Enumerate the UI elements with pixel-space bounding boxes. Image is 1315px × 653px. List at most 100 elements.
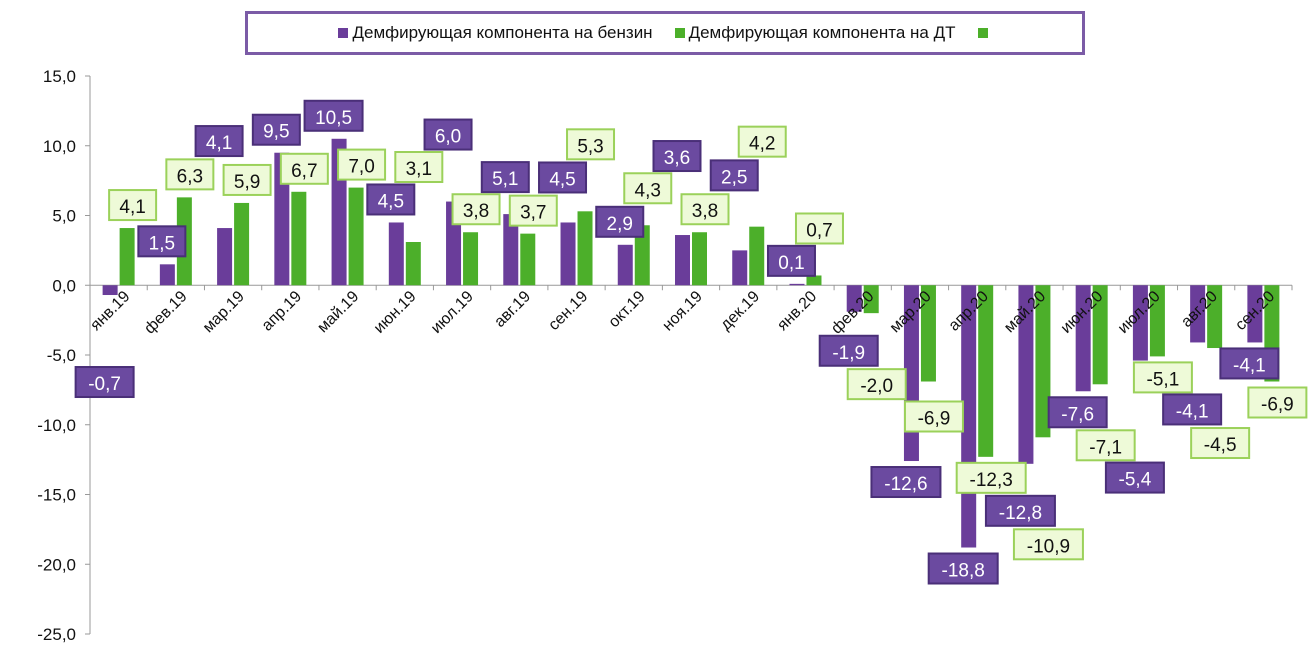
legend: Демфирующая компонента на бензин Демфирую… <box>245 11 1085 55</box>
data-label: 5,1 <box>492 169 518 190</box>
data-label: -6,9 <box>1261 395 1294 416</box>
y-tick-label: -20,0 <box>37 555 76 574</box>
data-label-box <box>508 194 558 227</box>
data-label: 6,0 <box>435 127 461 148</box>
y-tick-label: 10,0 <box>43 137 76 156</box>
data-label: 2,5 <box>721 167 747 188</box>
bar-dt <box>634 225 650 286</box>
data-label-box <box>984 494 1056 527</box>
bar-dt <box>405 242 421 286</box>
data-label-box <box>480 161 530 194</box>
data-label-box <box>623 172 673 205</box>
data-label-box <box>303 99 364 132</box>
bar-benzin <box>102 285 118 296</box>
bar-dt <box>920 285 936 382</box>
bar-benzin <box>789 283 805 286</box>
x-tick-label: окт.19 <box>606 288 649 331</box>
data-label-box <box>538 161 588 194</box>
bar-dt <box>749 226 765 286</box>
data-label: -12,8 <box>999 503 1042 524</box>
data-label-box <box>137 225 187 258</box>
data-label-box <box>1219 347 1280 380</box>
legend-label: Демфирующая компонента на бензин <box>352 23 653 42</box>
data-label-box <box>366 183 416 216</box>
data-label-box <box>74 366 135 399</box>
data-label: -4,1 <box>1176 401 1209 422</box>
data-label-box <box>1190 427 1251 460</box>
bar-benzin <box>503 214 519 286</box>
data-label-box <box>652 140 702 173</box>
data-label: -6,9 <box>918 409 951 430</box>
y-tick-label: -25,0 <box>37 625 76 644</box>
bar-benzin <box>732 250 748 286</box>
data-label: -12,3 <box>970 470 1013 491</box>
data-label: 4,2 <box>749 134 775 155</box>
data-label: 6,3 <box>177 166 203 187</box>
x-tick-label: авг.19 <box>491 288 534 331</box>
data-label: 4,5 <box>378 191 404 212</box>
data-label: 4,5 <box>549 169 575 190</box>
bar-dt <box>692 232 707 286</box>
bar-dt <box>234 202 250 286</box>
bar-dt <box>1092 285 1108 385</box>
data-label-box <box>1162 393 1223 426</box>
data-label: 0,7 <box>806 220 832 241</box>
data-label-box <box>1104 461 1165 494</box>
data-label-box <box>846 368 907 401</box>
data-label-box <box>766 244 816 277</box>
bar-benzin <box>1018 285 1034 464</box>
data-label: -2,0 <box>860 376 893 397</box>
x-tick-label: янв.20 <box>774 288 820 334</box>
data-label: 3,8 <box>463 201 489 222</box>
data-label-box <box>251 113 301 146</box>
x-tick-label: фев.19 <box>141 288 190 337</box>
bar-benzin <box>617 244 633 286</box>
y-tick-label: -5,0 <box>47 346 76 365</box>
data-label-box <box>709 159 759 192</box>
data-label-box <box>194 125 244 158</box>
data-label: 0,1 <box>778 253 804 274</box>
data-label: -7,1 <box>1089 437 1122 458</box>
y-tick-label: -10,0 <box>37 416 76 435</box>
data-label-box <box>222 163 272 196</box>
bar-dt <box>863 285 879 314</box>
bar-benzin <box>1247 285 1263 343</box>
data-label: -5,4 <box>1119 470 1152 491</box>
legend-item: Демфирующая компонента на ДТ <box>674 23 956 43</box>
data-label-box <box>423 118 473 151</box>
data-label-box <box>165 158 215 191</box>
bar-benzin <box>560 222 576 286</box>
data-label: 3,6 <box>664 148 690 169</box>
data-label-box <box>451 193 501 226</box>
legend-label: Демфирующая компонента на ДТ <box>688 23 956 42</box>
data-label: -1,9 <box>832 343 865 364</box>
x-tick-label: дек.19 <box>717 288 763 334</box>
bar-dt <box>1207 285 1223 349</box>
data-label-box <box>1132 361 1193 394</box>
data-label: 4,3 <box>635 180 661 201</box>
data-label: 1,5 <box>149 233 175 254</box>
data-label: 3,7 <box>520 203 546 224</box>
x-tick-label: мар.19 <box>200 288 248 336</box>
x-tick-label: сен.19 <box>545 288 591 334</box>
data-label: 4,1 <box>206 133 232 154</box>
data-label-box <box>108 189 158 222</box>
data-label-box <box>927 552 999 585</box>
bar-benzin <box>159 264 175 286</box>
data-label-box <box>566 128 616 161</box>
data-label: 6,7 <box>291 161 317 182</box>
data-label: 3,8 <box>692 201 718 222</box>
data-label: 3,1 <box>406 159 432 180</box>
data-label-box <box>595 205 645 238</box>
bar-dt <box>1149 285 1165 357</box>
bar-dt <box>291 191 307 286</box>
legend-swatch <box>674 28 685 38</box>
legend-swatch <box>977 28 988 38</box>
bar-dt <box>978 285 994 457</box>
data-label-box <box>818 334 879 367</box>
bar-benzin <box>675 235 690 286</box>
x-tick-label: апр.19 <box>259 288 306 335</box>
data-label: -4,5 <box>1204 435 1237 456</box>
bar-benzin <box>1190 285 1206 343</box>
